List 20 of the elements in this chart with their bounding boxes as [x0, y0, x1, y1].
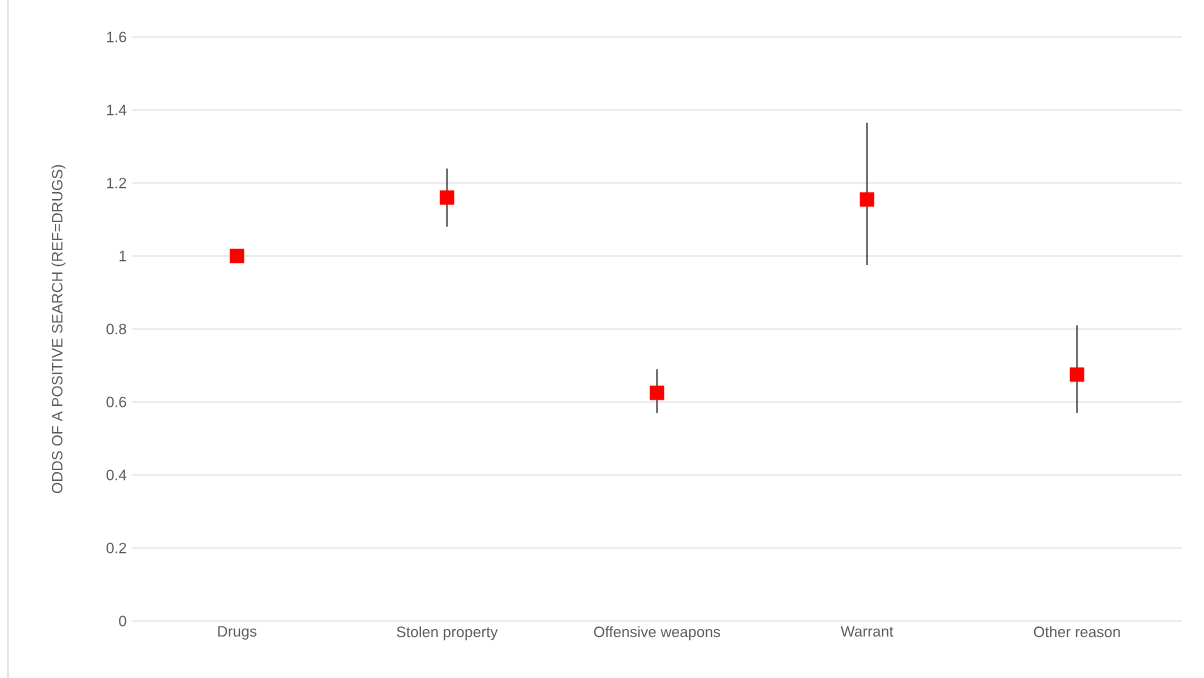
point: [859, 192, 875, 207]
point: [1069, 367, 1085, 382]
x-tick-label: Other reason: [1033, 626, 1120, 638]
point: [229, 248, 245, 264]
y-tick-label: 0.8: [106, 323, 127, 335]
y-tick-label: 0.6: [106, 396, 127, 408]
y-axis-title: ODDS OF A POSITIVE SEARCH (REF=DRUGS): [51, 165, 66, 494]
point: [439, 190, 455, 205]
x-tick-label: Stolen property: [396, 626, 498, 641]
x-tick-label: Drugs: [218, 626, 257, 640]
y-tick-label: 1: [119, 250, 127, 262]
x-tick-label: Warrant: [840, 626, 894, 637]
y-tick-label: 0.2: [106, 542, 127, 554]
y-tick-label: 1.2: [107, 177, 127, 189]
x-tick-label: Offensive weapons: [594, 626, 721, 641]
y-tick-label: 0.4: [106, 469, 127, 481]
y-tick-label: 0: [119, 615, 127, 627]
y-tick-label: 1.4: [107, 104, 127, 116]
y-tick-label: 1.6: [107, 31, 127, 43]
point: [649, 385, 665, 401]
